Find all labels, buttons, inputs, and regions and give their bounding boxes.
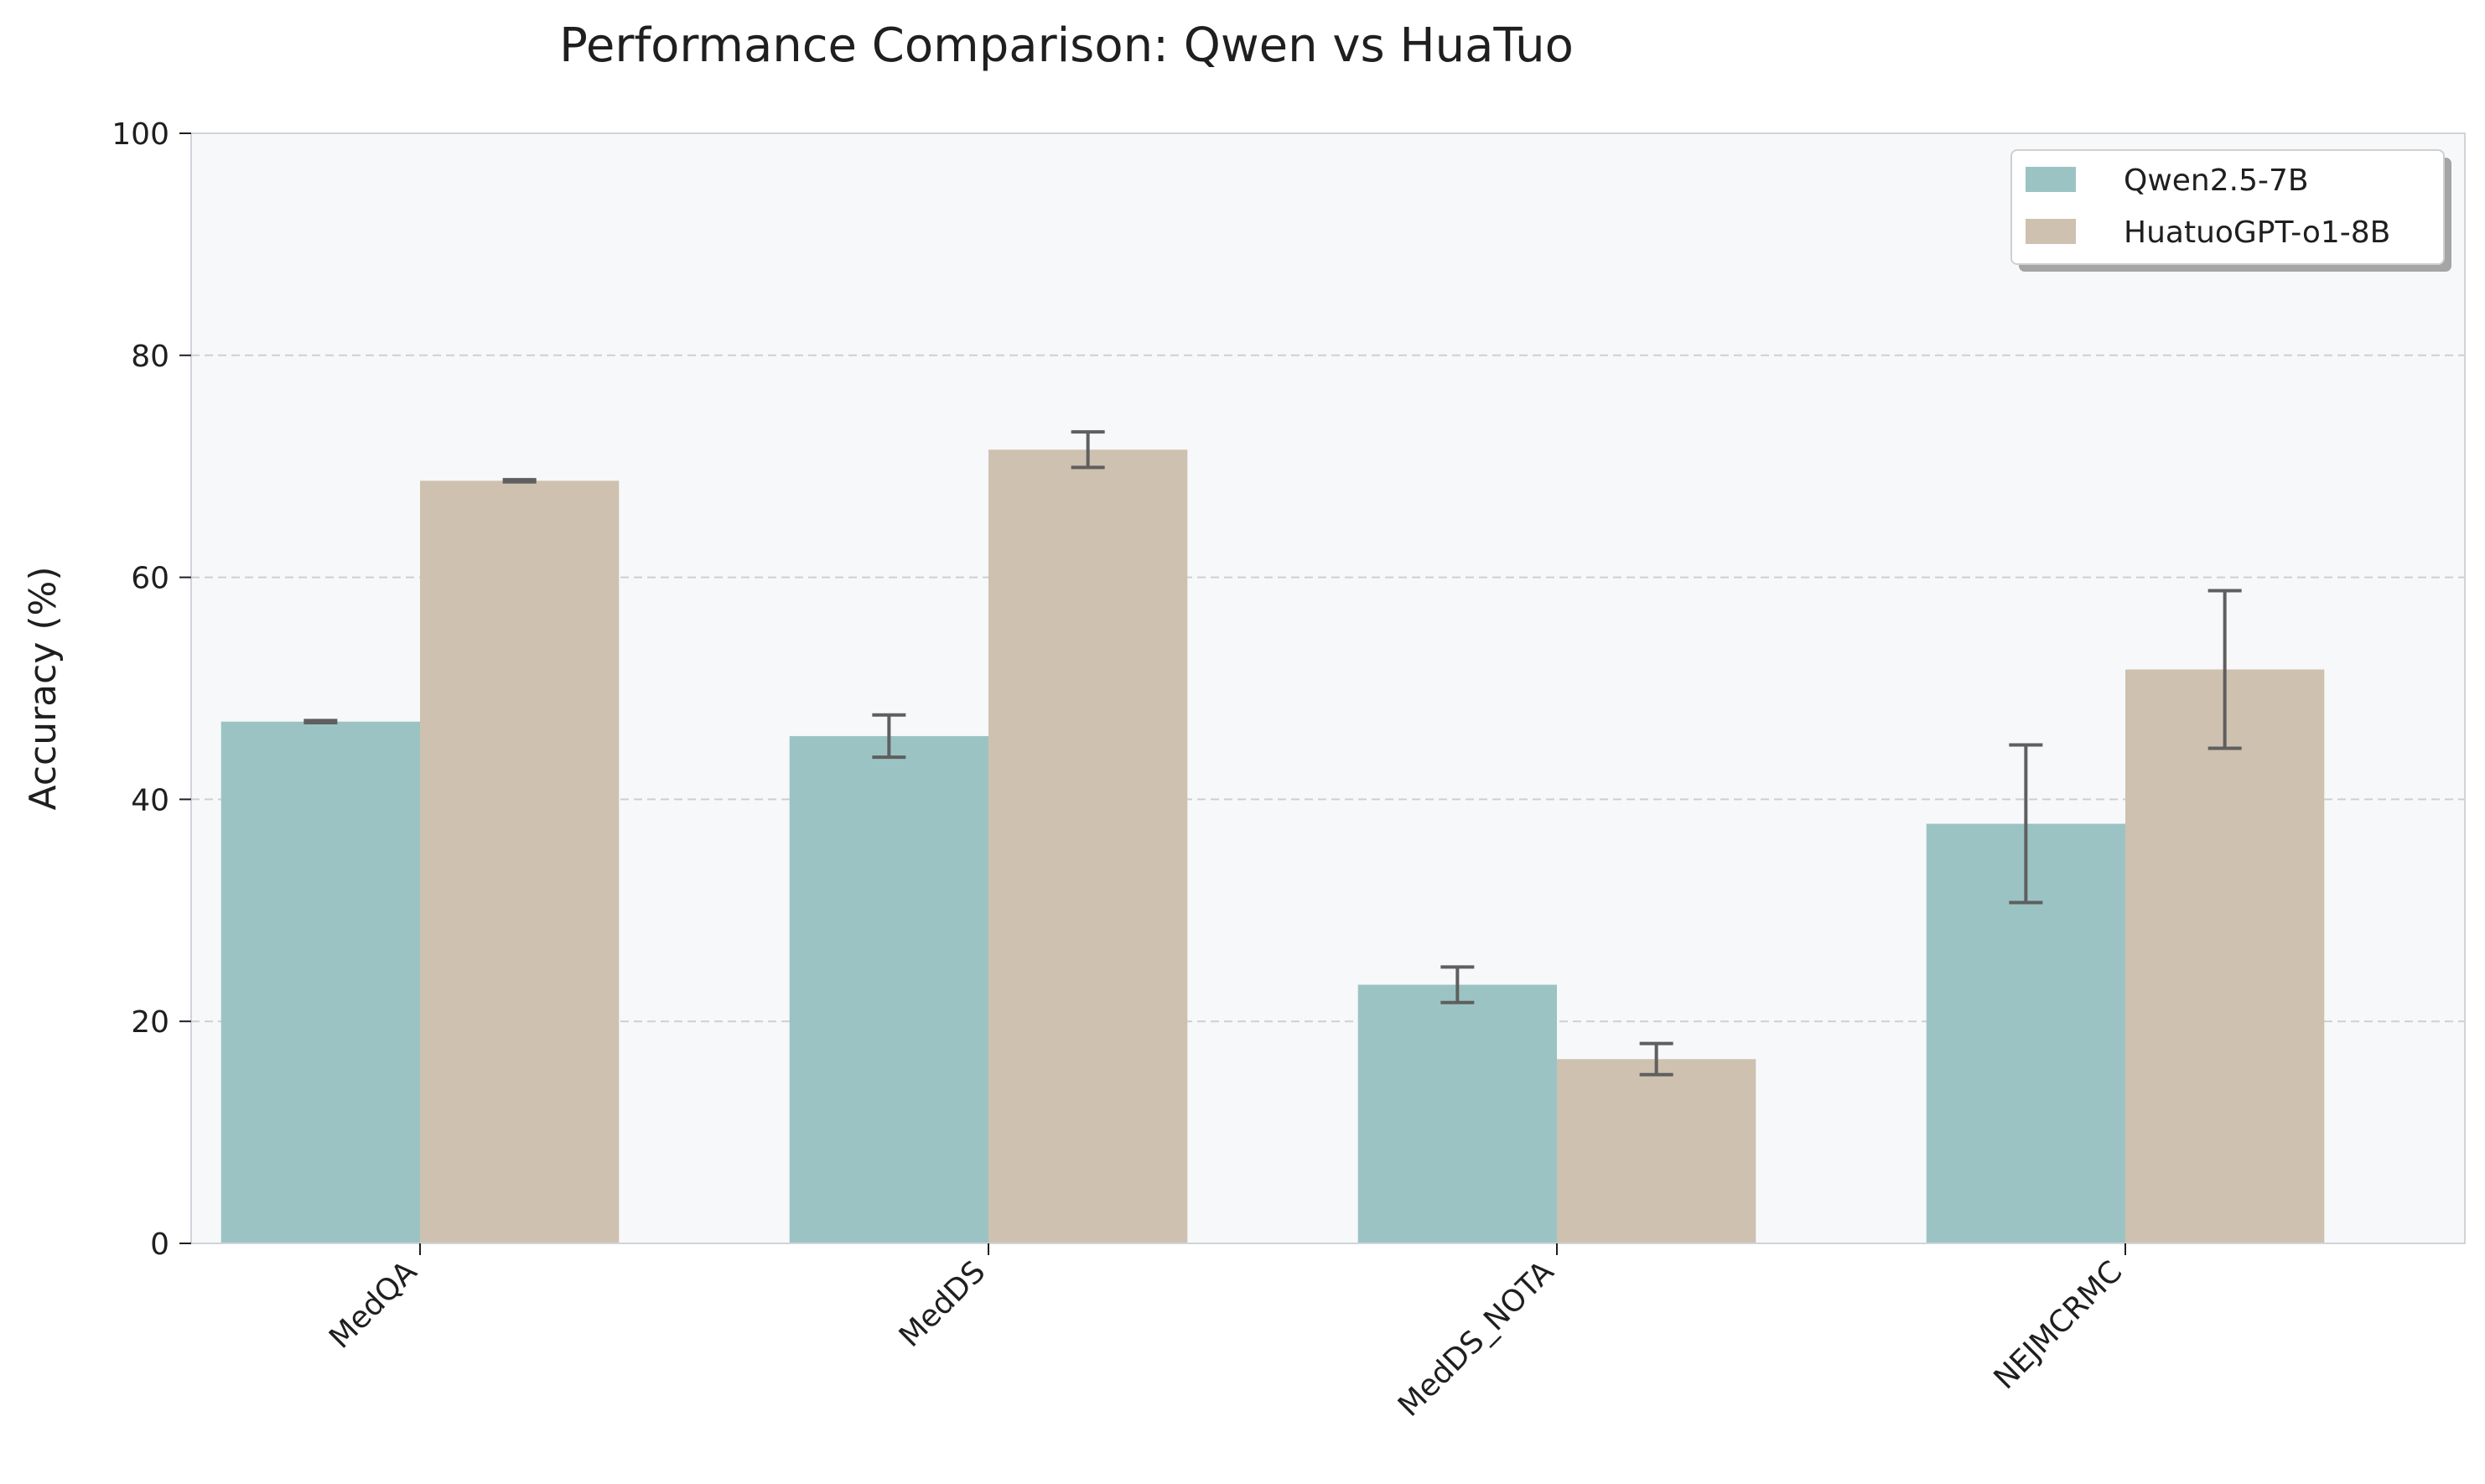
- legend-swatch-huatuo: [2026, 219, 2076, 244]
- legend-label-huatuo: HuatuoGPT-o1-8B: [2124, 215, 2390, 250]
- bar-nejmcrmc-1: [2125, 669, 2325, 1243]
- y-tick-label: 0: [150, 1227, 169, 1262]
- y-tick-label: 40: [131, 783, 169, 817]
- y-tick-label: 100: [112, 117, 169, 152]
- bar-medds_nota-1: [1557, 1059, 1756, 1243]
- bar-medds-1: [988, 449, 1188, 1243]
- plot-border: [190, 132, 2466, 1244]
- bar-medqa-1: [420, 480, 620, 1243]
- y-tick-label: 60: [131, 562, 169, 596]
- y-tick-label: 80: [131, 340, 169, 374]
- y-axis: 0 20 40 60 80 100: [112, 117, 191, 1262]
- legend: Qwen2.5-7B HuatuoGPT-o1-8B: [2010, 149, 2451, 272]
- bar-medqa-0: [220, 721, 420, 1243]
- legend-box: [2010, 149, 2445, 265]
- error-bars: [303, 430, 2242, 1077]
- legend-swatch-qwen: [2026, 167, 2076, 192]
- legend-label-qwen: Qwen2.5-7B: [2124, 163, 2309, 198]
- y-axis-label: Accuracy (%): [22, 566, 65, 810]
- chart-title: Performance Comparison: Qwen vs HuaTuo: [559, 18, 1574, 73]
- bar-medds_nota-0: [1357, 984, 1557, 1243]
- y-tick-label: 20: [131, 1005, 169, 1040]
- bars: [220, 449, 2325, 1243]
- bar-medds-0: [789, 735, 988, 1243]
